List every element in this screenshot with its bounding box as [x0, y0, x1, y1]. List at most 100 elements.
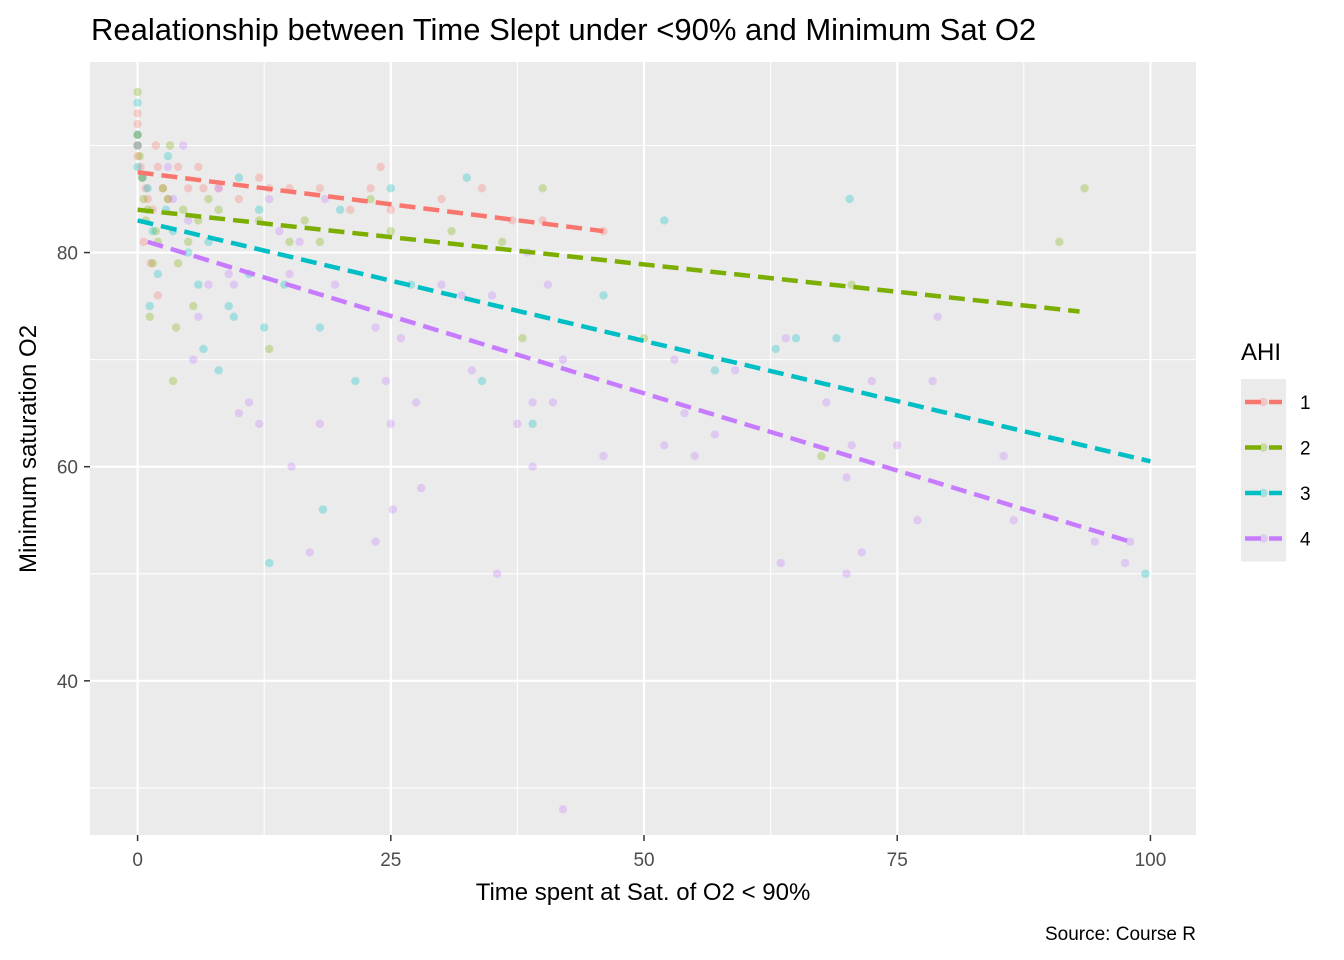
data-point-ahi-4 [893, 441, 902, 450]
data-point-ahi-2 [168, 376, 178, 386]
data-point-ahi-4 [189, 355, 198, 364]
data-point-ahi-1 [158, 184, 168, 193]
legend-key-point [1259, 397, 1268, 407]
data-point-ahi-3 [224, 301, 233, 311]
data-point-ahi-4 [320, 194, 330, 204]
chart-title: Realationship between Time Slept under <… [91, 12, 1036, 47]
data-point-ahi-3 [335, 205, 345, 214]
data-point-ahi-2 [300, 216, 309, 225]
data-point-ahi-2 [315, 237, 325, 247]
data-point-ahi-3 [528, 419, 537, 429]
data-point-ahi-3 [229, 312, 239, 322]
data-point-ahi-4 [1009, 516, 1018, 525]
data-point-ahi-4 [660, 441, 669, 450]
legend-key-point [1259, 488, 1268, 498]
trend-line-ahi-2 [137, 207, 1080, 314]
data-point-ahi-4 [330, 280, 340, 289]
data-point-ahi-4 [178, 141, 188, 150]
data-point-ahi-4 [867, 376, 877, 386]
data-point-ahi-4 [842, 473, 851, 482]
data-point-ahi-4 [386, 419, 396, 429]
data-point-ahi-4 [528, 398, 537, 407]
trend-line-ahi-4 [147, 239, 1131, 544]
data-point-ahi-4 [295, 237, 304, 247]
data-point-ahi-3 [138, 173, 147, 182]
data-point-ahi-3 [771, 344, 780, 354]
data-point-ahi-1 [234, 194, 244, 204]
data-point-ahi-1 [133, 109, 142, 118]
data-point-ahi-4 [781, 334, 791, 343]
data-point-ahi-2 [163, 194, 173, 204]
data-point-ahi-4 [543, 280, 552, 289]
data-point-ahi-3 [462, 173, 471, 182]
legend-label-2: 2 [1300, 439, 1311, 460]
data-point-ahi-2 [498, 237, 507, 247]
data-point-ahi-4 [204, 280, 213, 289]
data-point-ahi-4 [371, 323, 380, 332]
data-point-ahi-2 [204, 194, 213, 204]
data-point-ahi-4 [513, 419, 522, 429]
x-tick-label: 25 [380, 850, 401, 871]
trend-lines [137, 170, 1151, 544]
data-point-ahi-4 [416, 483, 426, 493]
trend-line-ahi-1 [137, 170, 604, 234]
axis-ticks: 0 25 50 75 100 40 60 80 [57, 244, 1166, 871]
data-point-ahi-4 [928, 376, 937, 386]
data-point-ahi-2 [1080, 184, 1089, 193]
data-point-ahi-4 [287, 462, 296, 471]
data-point-ahi-2 [158, 184, 168, 193]
data-point-ahi-4 [275, 226, 284, 236]
data-point-ahi-1 [136, 162, 145, 172]
data-point-ahi-1 [173, 162, 183, 172]
data-point-ahi-3 [315, 323, 325, 332]
data-point-ahi-2 [184, 237, 193, 247]
data-point-ahi-3 [133, 162, 142, 172]
data-point-ahi-4 [381, 376, 390, 386]
data-point-ahi-3 [133, 141, 142, 150]
data-point-ahi-1 [194, 162, 203, 172]
data-point-ahi-4 [528, 462, 537, 471]
data-point-ahi-4 [558, 805, 568, 814]
data-point-ahi-4 [847, 441, 856, 450]
data-point-ahi-3 [660, 216, 669, 225]
data-point-ahi-4 [690, 451, 699, 461]
data-point-ahi-1 [199, 184, 208, 193]
data-point-ahi-2 [189, 301, 198, 311]
x-tick-label: 100 [1135, 850, 1167, 871]
data-point-ahi-4 [710, 430, 720, 439]
data-point-ahi-1 [376, 162, 385, 172]
data-point-ahi-3 [1141, 569, 1150, 578]
y-tick-label: 60 [57, 458, 78, 479]
data-point-ahi-4 [999, 451, 1008, 461]
grid-lines [90, 62, 1196, 835]
legend-title: AHI [1241, 339, 1281, 366]
data-point-ahi-4 [457, 291, 466, 300]
data-point-ahi-3 [234, 173, 244, 182]
data-point-ahi-3 [254, 205, 264, 214]
data-point-ahi-4 [163, 162, 173, 172]
data-point-ahi-4 [168, 194, 178, 204]
data-point-ahi-1 [153, 162, 163, 172]
data-point-ahi-4 [487, 291, 497, 300]
data-point-ahi-2 [137, 173, 146, 182]
data-point-ahi-3 [791, 334, 801, 343]
legend-entries: 1 2 3 4 [1241, 379, 1311, 562]
data-point-ahi-1 [143, 194, 152, 204]
data-point-ahi-4 [492, 569, 502, 578]
data-point-ahi-3 [351, 376, 360, 386]
data-point-ahi-3 [318, 505, 328, 514]
data-point-ahi-4 [670, 355, 679, 364]
data-point-ahi-1 [163, 194, 173, 204]
data-point-ahi-3 [265, 558, 274, 568]
data-point-ahi-1 [133, 141, 142, 150]
data-point-ahi-2 [285, 237, 294, 247]
data-point-ahi-2 [178, 205, 188, 214]
data-point-ahi-1 [315, 184, 325, 193]
data-point-ahi-4 [244, 398, 254, 407]
data-point-ahi-4 [229, 280, 239, 289]
data-point-ahi-2 [151, 226, 161, 236]
data-point-ahi-2 [386, 226, 396, 236]
data-point-ahi-2 [538, 184, 547, 193]
data-point-ahi-3 [148, 226, 157, 236]
data-point-ahi-4 [411, 398, 421, 407]
